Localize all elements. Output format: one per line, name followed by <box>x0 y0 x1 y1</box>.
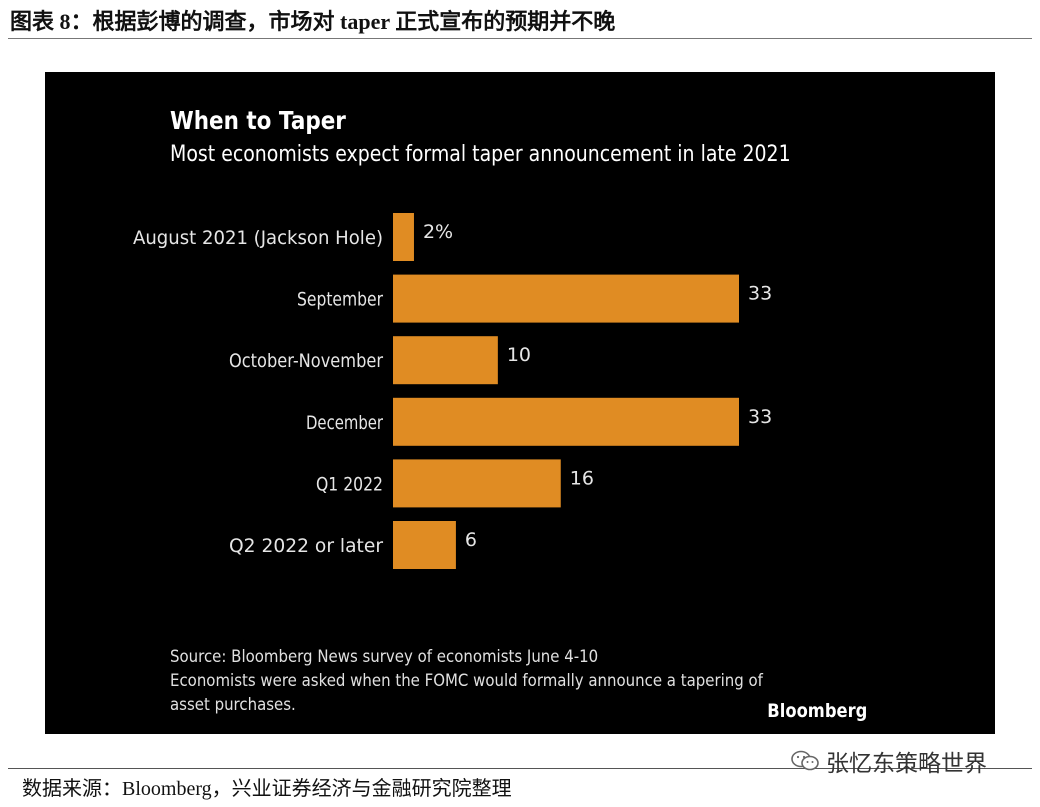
bar <box>393 213 414 261</box>
bar-plot: August 2021 (Jackson Hole) 2% September 33 O… <box>133 213 772 569</box>
chart-subtitle: Most economists expect formal taper anno… <box>170 142 791 167</box>
category-label: Q2 2022 or later <box>229 535 383 557</box>
value-label: 6 <box>465 529 477 551</box>
bar <box>393 459 561 508</box>
bar <box>393 521 456 569</box>
source-line: Source: Bloomberg News survey of economi… <box>170 647 599 667</box>
category-label: December <box>306 412 383 434</box>
value-label: 16 <box>570 467 594 489</box>
category-label: August 2021 (Jackson Hole) <box>133 227 383 249</box>
watermark-text: 张忆东策略世界 <box>826 751 987 777</box>
category-label: October-November <box>229 350 383 372</box>
note-line-2: asset purchases. <box>170 695 296 715</box>
watermark: 张忆东策略世界 <box>790 744 987 778</box>
value-label: 10 <box>507 344 531 366</box>
value-label: 33 <box>748 406 772 428</box>
bloomberg-logo: Bloomberg <box>766 700 867 722</box>
bottom-divider <box>8 768 1032 769</box>
chart-source: Source: Bloomberg News survey of economi… <box>170 645 763 717</box>
value-label: 33 <box>748 283 772 305</box>
wechat-icon <box>791 750 819 771</box>
chart-panel: When to Taper Most economists expect for… <box>45 72 995 734</box>
figure-source-note: 数据来源：Bloomberg，兴业证券经济与金融研究院整理 <box>22 778 512 800</box>
bar <box>393 397 739 446</box>
note-line-1: Economists were asked when the FOMC woul… <box>170 671 763 691</box>
bar <box>393 274 739 323</box>
value-label: 2% <box>423 221 453 243</box>
bar <box>393 336 498 385</box>
category-label: Q1 2022 <box>316 473 383 495</box>
category-label: September <box>297 289 383 311</box>
top-divider <box>8 38 1032 39</box>
chart-title: When to Taper <box>170 106 346 135</box>
figure-title: 图表 8：根据彭博的调查，市场对 taper 正式宣布的预期并不晚 <box>10 9 616 34</box>
